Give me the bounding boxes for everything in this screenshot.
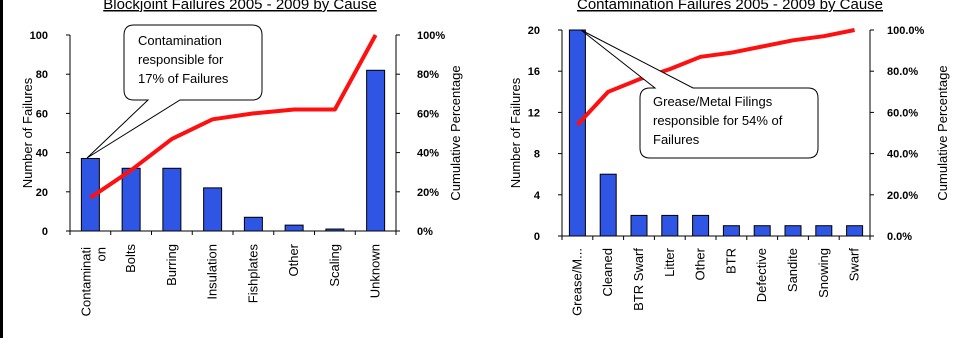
y-tick-label: 60 <box>36 108 48 120</box>
bar <box>162 167 182 232</box>
bar <box>692 214 710 237</box>
y2-tick-label: 40.0% <box>887 149 918 161</box>
chart-title: Blockjoint Failures 2005 - 2009 by Cause <box>103 0 377 13</box>
y2-tick-label: 100% <box>417 30 445 42</box>
bar <box>203 187 223 232</box>
category-label: BTR <box>723 248 738 274</box>
category-label: Snowing <box>816 248 831 298</box>
bar <box>284 224 304 232</box>
category-label: Scaling <box>327 244 342 287</box>
contamination-failures-chart: Contamination Failures 2005 - 2009 by Ca… <box>508 0 950 316</box>
callout-text: 17% of Failures <box>138 71 229 86</box>
y-tick-label: 40 <box>36 148 48 160</box>
y2-tick-label: 20.0% <box>887 190 918 202</box>
category-label: Other <box>286 243 301 276</box>
callout-box <box>86 24 263 159</box>
category-label: Litter <box>662 247 677 277</box>
category-label: Other <box>693 247 708 280</box>
callout-text: Failures <box>653 132 700 147</box>
y-tick-label: 8 <box>534 149 540 161</box>
bar <box>661 214 679 237</box>
category-label-line: on <box>93 247 108 261</box>
y-tick-label: 20 <box>528 25 540 37</box>
y2-tick-label: 100.0% <box>887 25 925 37</box>
y-tick-label: 12 <box>528 107 540 119</box>
bar <box>325 228 345 232</box>
y-axis-label: Number of Failures <box>508 77 523 188</box>
chart-title: Contamination Failures 2005 - 2009 by Ca… <box>577 0 883 13</box>
bar <box>121 167 141 232</box>
category-label: Burring <box>164 244 179 286</box>
category-label: Grease/M... <box>569 248 584 316</box>
y2-tick-label: 80.0% <box>887 66 918 78</box>
y-axis-label: Number of Failures <box>20 77 35 188</box>
y-tick-label: 0 <box>534 231 540 243</box>
y2-tick-label: 20% <box>417 187 439 199</box>
left-border <box>0 0 3 338</box>
callout-box <box>580 29 819 159</box>
y2-axis-label: Cumulative Percentage <box>448 65 463 200</box>
category-label: Sandite <box>785 248 800 292</box>
callout-text: responsible for 54% of <box>653 113 783 128</box>
category-label: Contamination <box>78 247 108 316</box>
y2-tick-label: 40% <box>417 148 439 160</box>
bar <box>722 225 740 237</box>
y2-tick-label: 0% <box>417 226 433 238</box>
category-label: Swarf <box>847 248 862 282</box>
bar <box>846 225 864 237</box>
category-label: Fishplates <box>245 244 260 304</box>
y-tick-label: 20 <box>36 187 48 199</box>
bar <box>630 214 648 237</box>
bar <box>815 225 833 237</box>
bar <box>784 225 802 237</box>
y2-tick-label: 60.0% <box>887 107 918 119</box>
y-tick-label: 80 <box>36 69 48 81</box>
category-label: BTR Swarf <box>631 248 646 311</box>
callout-text: Grease/Metal Filings <box>653 94 773 109</box>
category-label: Defective <box>754 248 769 302</box>
bar <box>753 225 771 237</box>
y-tick-label: 100 <box>30 30 48 42</box>
blockjoint-failures-chart: Blockjoint Failures 2005 - 2009 by Cause… <box>20 0 463 316</box>
y2-tick-label: 60% <box>417 108 439 120</box>
category-label: Cleaned <box>600 248 615 296</box>
y2-tick-label: 80% <box>417 69 439 81</box>
bar <box>80 157 100 232</box>
bar <box>243 216 263 232</box>
category-label: Insulation <box>205 244 220 300</box>
y-tick-label: 0 <box>42 226 48 238</box>
cumulative-line <box>575 28 855 127</box>
bar <box>599 173 617 237</box>
bar <box>568 29 586 237</box>
category-label-line: Contaminati <box>78 247 93 316</box>
y2-axis-label: Cumulative Percentage <box>935 65 950 200</box>
callout-text: responsible for <box>138 52 224 67</box>
category-label: Unknown <box>368 244 383 298</box>
y-tick-label: 4 <box>534 190 541 202</box>
callout-text: Contamination <box>138 33 222 48</box>
cumulative-line <box>89 34 378 200</box>
category-label: Bolts <box>123 244 138 273</box>
y-tick-label: 16 <box>528 66 540 78</box>
bar <box>366 69 386 232</box>
y2-tick-label: 0.0% <box>887 231 912 243</box>
